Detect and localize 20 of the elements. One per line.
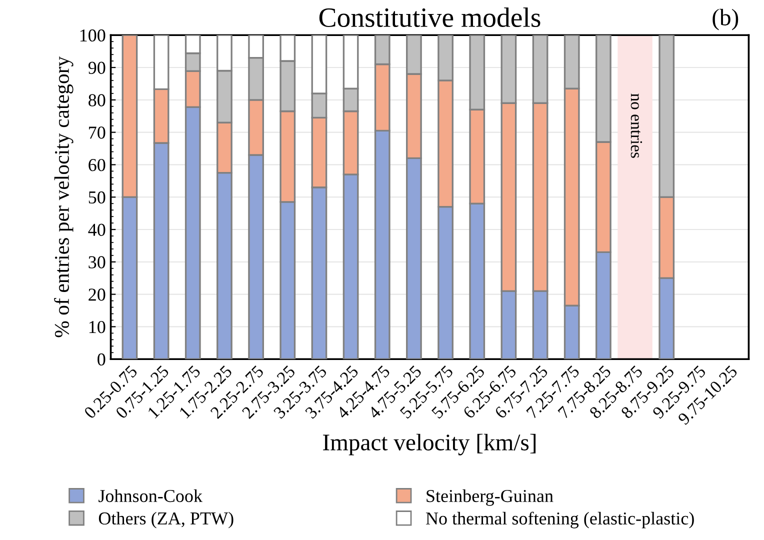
chart-title: Constitutive models	[319, 7, 540, 28]
y-tick-label: 90	[88, 62, 106, 74]
band-label: no entries	[630, 94, 642, 158]
y-tick-label: 0	[98, 353, 106, 366]
legend-label: Johnson-Cook	[98, 489, 203, 502]
legend-label: Steinberg-Guinan	[426, 489, 554, 506]
text: (b)	[712, 8, 738, 30]
y-tick-label: 10	[89, 320, 106, 334]
y-tick-label: 60	[88, 158, 106, 172]
legend-label: Others (ZA, PTW)	[98, 512, 234, 528]
y-tick-label: 30	[88, 256, 106, 268]
y-axis-title: % of entries per velocity category	[54, 56, 74, 338]
y-tick-label: 40	[88, 224, 106, 236]
x-axis-title: Impact velocity [km/s]	[323, 434, 536, 456]
y-tick-label: 70	[89, 126, 106, 139]
y-tick-label: 80	[88, 94, 106, 106]
y-tick-label: 100	[80, 29, 106, 42]
y-tick-label: 20	[88, 288, 106, 301]
legend-label: No thermal softening (elastic-plastic)	[426, 512, 694, 528]
y-tick-label: 50	[88, 191, 106, 204]
